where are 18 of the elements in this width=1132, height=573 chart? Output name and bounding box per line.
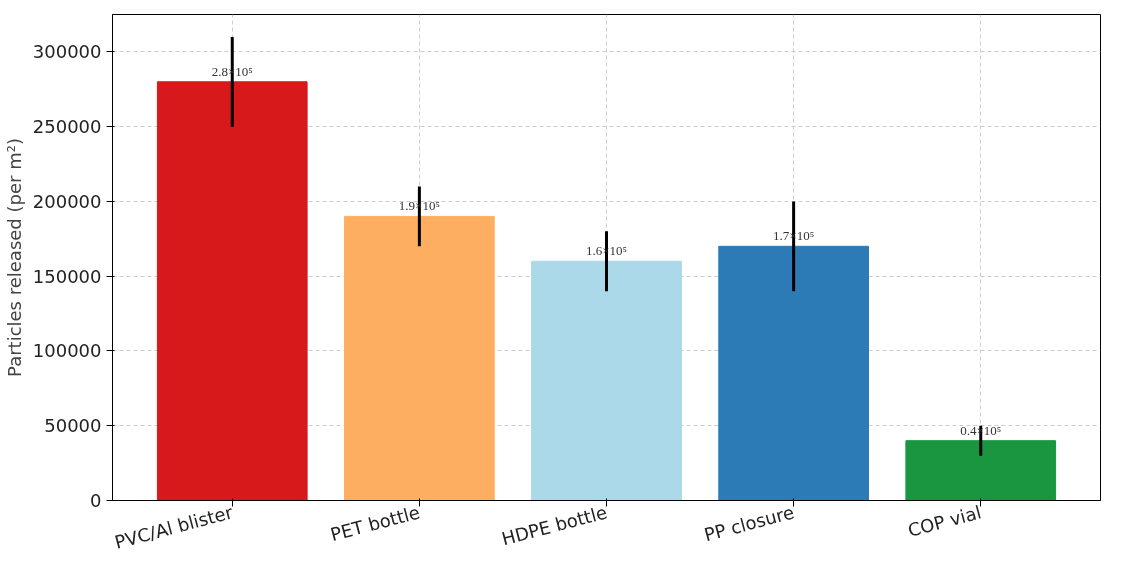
y-tick-label: 0	[90, 490, 102, 511]
bar	[156, 81, 308, 501]
y-tick-label: 100000	[32, 340, 102, 362]
x-tick-label: HDPE bottle	[499, 501, 610, 550]
x-tick-label: PVC/Al blister	[112, 501, 236, 553]
bar	[344, 215, 495, 501]
y-tick-label: 200000	[32, 190, 102, 212]
y-tick-label: 300000	[32, 41, 102, 63]
y-axis-title: Particles released (per m²)	[3, 138, 25, 377]
bar	[905, 440, 1057, 501]
x-tick-label: PP closure	[701, 501, 797, 546]
y-tick-label: 150000	[32, 265, 102, 287]
bar	[718, 245, 869, 501]
y-tick-label: 250000	[32, 116, 102, 138]
y-tick-label: 50000	[44, 415, 102, 437]
x-tick-label: PET bottle	[328, 501, 423, 546]
x-tick-label: COP vial	[905, 501, 984, 541]
bar	[531, 260, 682, 501]
